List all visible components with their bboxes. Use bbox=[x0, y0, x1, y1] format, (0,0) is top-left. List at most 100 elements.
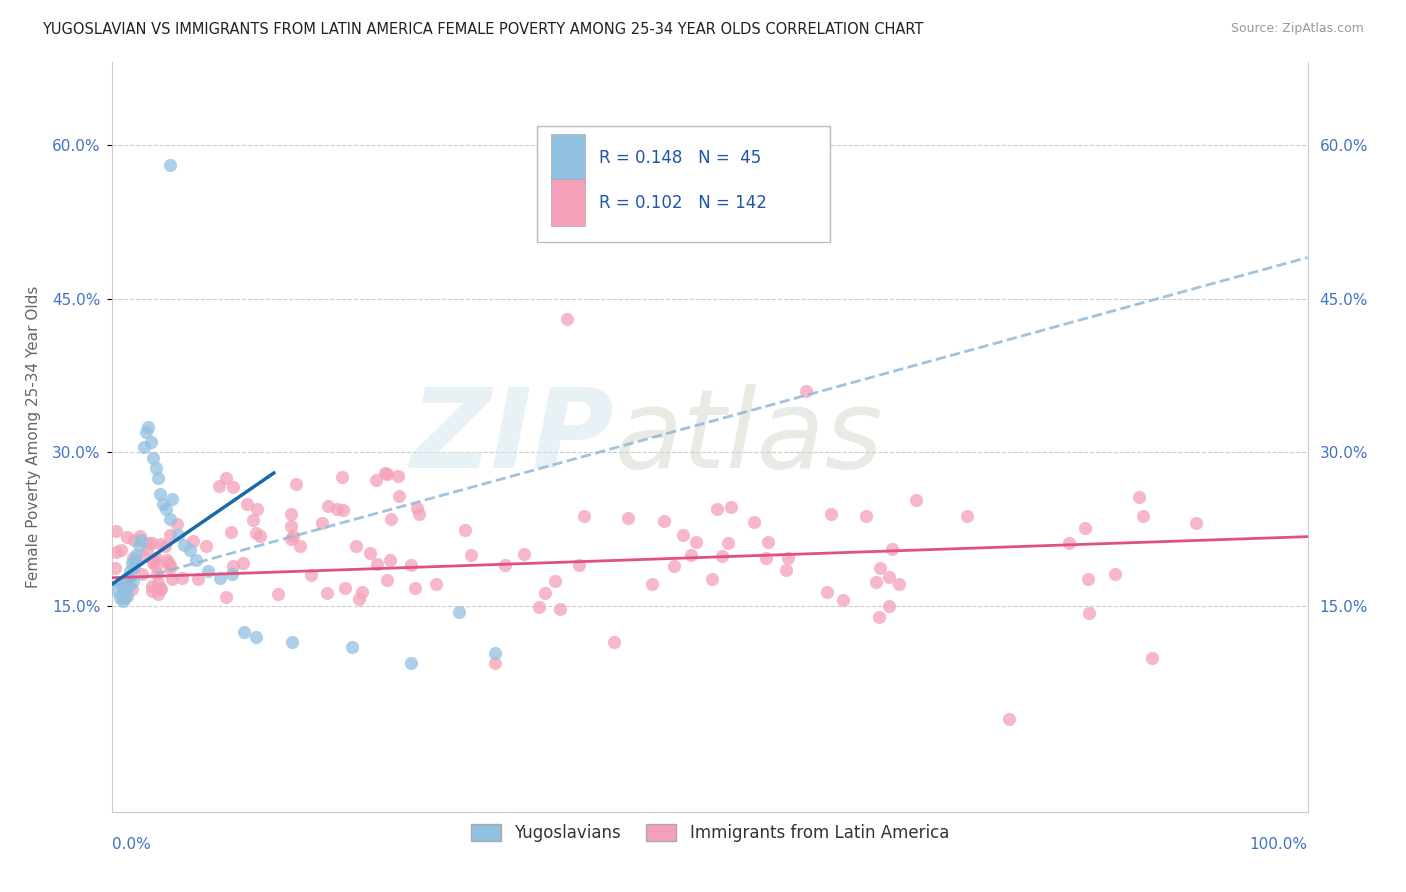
Point bbox=[159, 560, 181, 574]
Point bbox=[347, 592, 370, 607]
Point bbox=[794, 384, 817, 398]
Point bbox=[484, 646, 506, 660]
Point bbox=[105, 524, 128, 539]
Point bbox=[377, 467, 399, 481]
Point bbox=[425, 577, 447, 591]
Point bbox=[603, 635, 626, 649]
Point bbox=[720, 500, 742, 515]
Point bbox=[388, 489, 411, 503]
Point bbox=[280, 533, 302, 547]
Point bbox=[742, 515, 765, 529]
Point bbox=[877, 569, 900, 583]
Point bbox=[460, 548, 482, 562]
Point bbox=[108, 591, 131, 606]
Point bbox=[114, 591, 136, 605]
Point bbox=[221, 480, 243, 494]
Point bbox=[132, 441, 155, 455]
Point bbox=[956, 509, 979, 524]
Point bbox=[129, 529, 152, 543]
Point bbox=[316, 585, 339, 599]
Point bbox=[641, 577, 664, 591]
Point bbox=[679, 549, 702, 563]
Point bbox=[568, 558, 591, 572]
Point bbox=[160, 572, 183, 586]
Point bbox=[350, 584, 373, 599]
Point bbox=[138, 419, 160, 434]
Text: 0.0%: 0.0% bbox=[112, 838, 152, 853]
Point bbox=[121, 582, 143, 596]
Point bbox=[114, 581, 135, 595]
Point bbox=[831, 592, 853, 607]
Point bbox=[267, 587, 290, 601]
Point bbox=[1104, 567, 1126, 582]
Point bbox=[284, 476, 307, 491]
Point bbox=[114, 585, 136, 599]
Point bbox=[1142, 650, 1164, 665]
Point bbox=[865, 574, 887, 589]
Point bbox=[146, 575, 169, 590]
Point bbox=[145, 461, 167, 475]
Point bbox=[159, 527, 181, 541]
Point bbox=[401, 656, 423, 670]
Point bbox=[121, 557, 143, 571]
Point bbox=[187, 572, 209, 586]
Point bbox=[139, 435, 162, 450]
Point bbox=[364, 473, 387, 487]
Point bbox=[110, 543, 132, 558]
Point bbox=[105, 545, 128, 559]
Point bbox=[117, 571, 139, 585]
Point bbox=[281, 635, 304, 649]
Point bbox=[146, 587, 169, 601]
Point bbox=[166, 516, 188, 531]
Y-axis label: Female Poverty Among 25-34 Year Olds: Female Poverty Among 25-34 Year Olds bbox=[27, 286, 41, 588]
Point bbox=[118, 579, 141, 593]
Point bbox=[149, 486, 172, 500]
Point bbox=[544, 574, 567, 588]
Point bbox=[375, 574, 398, 588]
Point bbox=[142, 450, 165, 465]
Point bbox=[156, 553, 179, 567]
Point bbox=[775, 563, 797, 577]
Point bbox=[249, 529, 271, 543]
Point bbox=[1185, 516, 1208, 531]
Point bbox=[232, 556, 254, 570]
Point bbox=[717, 536, 740, 550]
Point bbox=[209, 571, 232, 585]
Point bbox=[221, 559, 243, 574]
Point bbox=[208, 478, 231, 492]
Point bbox=[145, 550, 167, 565]
Point bbox=[340, 640, 363, 655]
Point bbox=[288, 539, 311, 553]
Point bbox=[219, 525, 242, 540]
Point bbox=[111, 587, 134, 601]
Point bbox=[998, 712, 1021, 726]
Point bbox=[167, 527, 190, 541]
Bar bbox=[551, 179, 585, 226]
Point bbox=[555, 312, 578, 326]
Point bbox=[125, 548, 148, 562]
Point bbox=[221, 566, 243, 581]
Point bbox=[115, 530, 138, 544]
Point bbox=[149, 537, 172, 551]
Point bbox=[280, 518, 302, 533]
Point bbox=[141, 583, 163, 598]
Point bbox=[280, 508, 302, 522]
Point bbox=[172, 571, 194, 585]
Point bbox=[181, 533, 204, 548]
Point bbox=[326, 501, 349, 516]
Point bbox=[236, 497, 259, 511]
Point bbox=[700, 572, 723, 586]
Point bbox=[159, 558, 181, 573]
Point bbox=[868, 609, 890, 624]
Point bbox=[114, 574, 136, 588]
Point bbox=[138, 535, 160, 549]
Point bbox=[572, 509, 595, 524]
Point bbox=[136, 541, 159, 556]
Text: R = 0.102   N = 142: R = 0.102 N = 142 bbox=[599, 194, 766, 211]
Point bbox=[162, 491, 183, 506]
Point bbox=[401, 558, 423, 572]
Point bbox=[855, 508, 877, 523]
Point bbox=[662, 558, 685, 573]
Point bbox=[513, 547, 536, 561]
Point bbox=[453, 523, 475, 537]
